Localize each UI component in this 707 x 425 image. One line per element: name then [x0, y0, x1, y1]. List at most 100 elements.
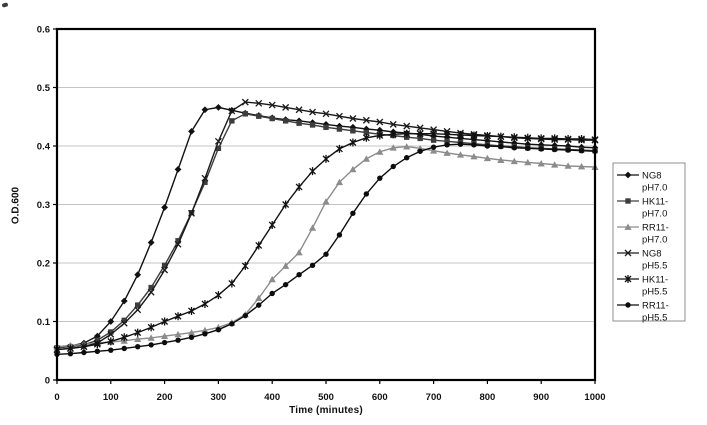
square-marker: [296, 120, 302, 126]
diamond-marker: [93, 332, 101, 340]
star-marker: [295, 182, 303, 191]
series-hk11-ph5-5: [53, 129, 599, 354]
legend-label-line1: HK11-: [642, 197, 668, 208]
x-tick-label: 900: [533, 392, 549, 403]
legend-label-line2: pH7.0: [642, 209, 667, 220]
diamond-marker: [201, 106, 209, 114]
square-marker: [282, 118, 289, 124]
square-marker: [256, 113, 262, 119]
circle-marker: [256, 302, 262, 308]
star-marker: [537, 134, 545, 143]
star-marker: [188, 306, 195, 315]
x-tick-label: 500: [318, 392, 334, 403]
x-tick-label: 600: [372, 392, 388, 403]
square-marker: [309, 122, 316, 128]
triangle-marker: [564, 162, 572, 169]
triangle-marker: [551, 161, 559, 168]
triangle-marker: [201, 326, 209, 334]
series-line: [56, 143, 596, 355]
x-marker: [335, 112, 343, 120]
plot-border: [55, 27, 597, 382]
star-marker: [564, 134, 572, 143]
x-marker: [147, 288, 155, 296]
y-tick-label: 0.5: [37, 83, 51, 94]
x-marker: [376, 118, 384, 126]
star-marker: [228, 279, 236, 288]
series-line: [56, 132, 596, 351]
triangle-marker: [362, 155, 370, 162]
x-marker: [188, 209, 195, 217]
circle-marker: [430, 144, 437, 150]
star-marker: [322, 154, 330, 163]
star-marker: [147, 323, 155, 332]
circle-marker: [551, 146, 558, 153]
star-marker: [457, 130, 464, 139]
triangle-marker: [161, 332, 169, 340]
star-marker: [214, 291, 222, 300]
x-marker: [214, 137, 222, 145]
circle-marker: [81, 349, 87, 356]
x-marker: [349, 115, 357, 122]
x-axis-title: Time (minutes): [289, 405, 363, 416]
x-marker: [322, 110, 330, 118]
star-marker: [255, 241, 263, 250]
x-marker: [282, 103, 290, 111]
circle-marker: [525, 145, 531, 152]
square-marker: [148, 284, 154, 291]
square-marker: [625, 198, 631, 204]
triangle-marker: [295, 248, 303, 256]
circle-marker: [417, 148, 423, 154]
star-marker: [174, 312, 182, 321]
diamond-marker: [524, 140, 532, 148]
star-marker: [551, 134, 559, 143]
circle-marker: [229, 321, 235, 327]
square-marker: [242, 111, 248, 117]
triangle-marker: [510, 157, 518, 165]
triangle-marker: [308, 224, 317, 231]
diamond-marker: [215, 103, 222, 111]
legend-label-line1: HK11-: [642, 275, 668, 286]
circle-marker: [511, 145, 517, 151]
y-tick-label: 0.4: [37, 142, 51, 153]
x-tick-label: 800: [479, 392, 495, 403]
series-line: [56, 145, 596, 348]
legend-label-line2: pH5.5: [642, 313, 667, 324]
circle-marker: [377, 175, 383, 181]
triangle-marker: [430, 147, 438, 154]
legend-item: HK11-pH7.0: [617, 197, 668, 220]
diamond-marker: [322, 120, 330, 128]
square-marker: [323, 124, 329, 130]
star-marker: [134, 328, 142, 337]
diamond-marker: [134, 271, 142, 279]
circle-marker: [471, 142, 477, 148]
circle-marker: [336, 232, 343, 238]
x-tick-label: 400: [264, 392, 280, 403]
circle-marker: [578, 147, 585, 154]
circle-marker: [121, 345, 127, 352]
triangle-marker: [174, 330, 182, 338]
legend-item: RR11-pH5.5: [617, 301, 669, 324]
star-marker: [349, 138, 357, 147]
series-rr11-ph5-5: [54, 141, 598, 357]
legend: NG8pH7.0HK11-pH7.0RR11-pH7.0NG8pH5.5HK11…: [612, 162, 686, 324]
legend-label-line2: pH5.5: [642, 261, 667, 272]
square-marker: [161, 262, 168, 269]
x-marker: [416, 124, 424, 132]
y-tick-label: 0: [45, 376, 50, 387]
legend-label-line2: pH7.0: [642, 183, 667, 194]
y-axis-title: O.D.600: [10, 186, 22, 225]
star-marker: [335, 144, 343, 153]
triangle-marker: [443, 149, 451, 156]
star-marker: [268, 220, 276, 229]
x-tick-label: 300: [210, 392, 226, 403]
diamond-marker: [161, 204, 168, 211]
star-marker: [483, 132, 491, 141]
star-marker: [403, 129, 411, 138]
x-tick-label: 100: [103, 392, 119, 403]
legend-item: HK11-pH5.5: [617, 275, 668, 298]
circle-marker: [175, 337, 181, 343]
legend-label-line1: NG8: [642, 249, 662, 260]
